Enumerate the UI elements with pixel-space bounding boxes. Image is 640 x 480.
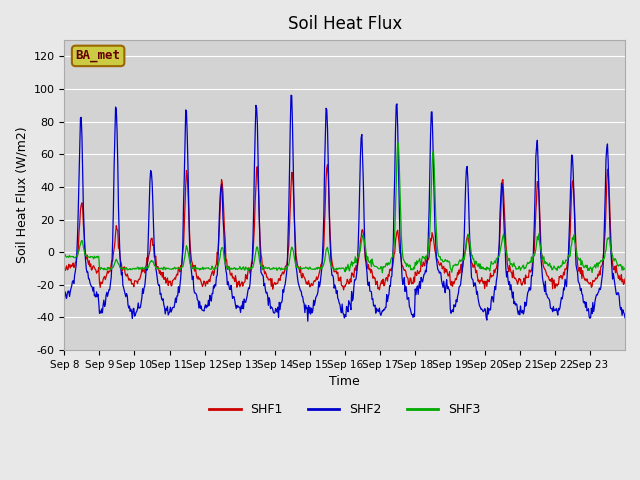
SHF1: [126, 278, 134, 284]
SHF3: [435, 254, 443, 260]
SHF3: [404, 262, 412, 268]
SHF2: [278, 298, 286, 303]
SHF2: [304, 318, 312, 324]
SHF1: [340, 287, 348, 293]
SHF3: [621, 265, 629, 271]
SHF2: [435, 270, 443, 276]
SHF3: [61, 252, 68, 258]
X-axis label: Time: Time: [330, 375, 360, 388]
Line: SHF3: SHF3: [65, 143, 625, 273]
SHF2: [257, 269, 265, 275]
SHF2: [404, 296, 412, 301]
SHF3: [394, 140, 401, 145]
SHF3: [229, 266, 237, 272]
SHF2: [287, 93, 295, 98]
SHF1: [229, 274, 237, 280]
SHF1: [257, 252, 265, 257]
SHF2: [61, 297, 68, 303]
Legend: SHF1, SHF2, SHF3: SHF1, SHF2, SHF3: [204, 398, 485, 421]
SHF3: [126, 265, 134, 271]
Text: BA_met: BA_met: [76, 49, 120, 62]
SHF2: [621, 315, 629, 321]
SHF3: [257, 264, 265, 269]
Title: Soil Heat Flux: Soil Heat Flux: [287, 15, 402, 33]
SHF1: [324, 162, 332, 168]
SHF1: [404, 275, 412, 281]
SHF3: [278, 266, 286, 272]
SHF2: [126, 309, 134, 314]
Line: SHF2: SHF2: [65, 96, 625, 321]
Line: SHF1: SHF1: [65, 165, 625, 290]
SHF1: [61, 266, 68, 272]
SHF1: [621, 276, 629, 282]
SHF1: [278, 270, 286, 276]
SHF1: [435, 262, 443, 268]
SHF2: [229, 294, 237, 300]
Y-axis label: Soil Heat Flux (W/m2): Soil Heat Flux (W/m2): [15, 127, 28, 264]
SHF3: [378, 270, 386, 276]
